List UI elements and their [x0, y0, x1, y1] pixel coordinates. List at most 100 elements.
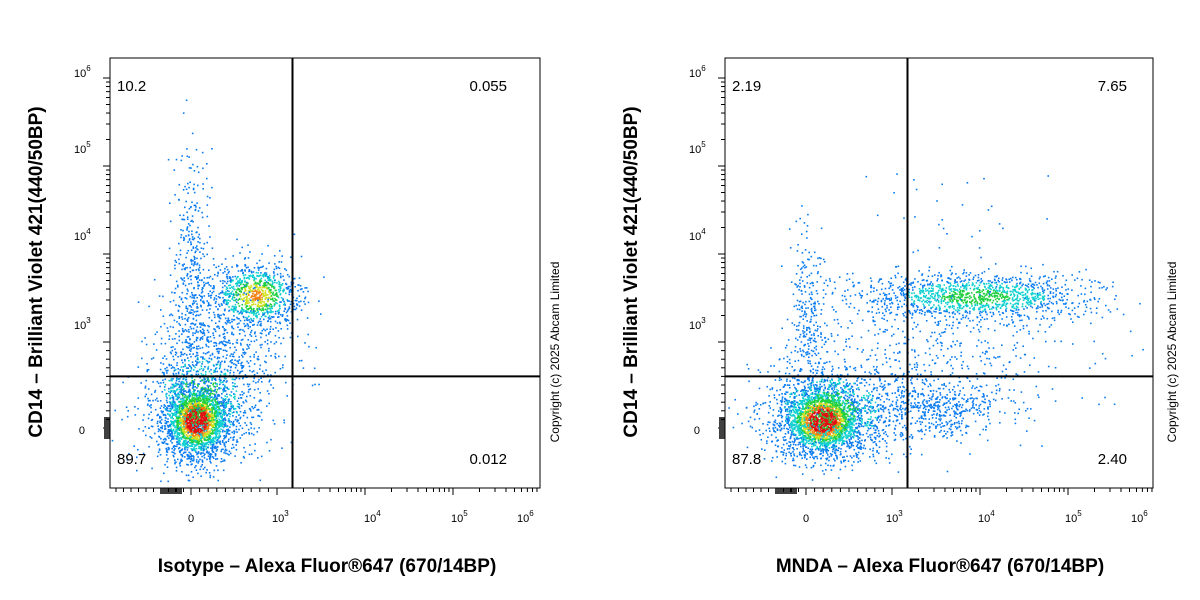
event-dot: [207, 416, 209, 418]
event-dot: [188, 345, 191, 347]
event-dot: [188, 342, 191, 345]
event-dot: [192, 264, 195, 267]
panel-1-dots: [111, 99, 325, 483]
event-dot: [235, 309, 237, 311]
event-dot: [251, 311, 253, 313]
event-dot: [275, 267, 278, 270]
event-dot: [218, 425, 220, 428]
event-dot: [214, 440, 216, 443]
event-dot: [189, 411, 192, 414]
event-dot: [254, 296, 257, 299]
event-dot: [238, 282, 240, 284]
event-dot: [204, 453, 206, 455]
event-dot: [198, 419, 201, 422]
event-dot: [256, 305, 259, 307]
event-dot: [264, 284, 267, 287]
event-dot: [189, 461, 192, 463]
event-dot: [181, 291, 184, 294]
event-dot: [165, 370, 168, 372]
event-dot: [297, 289, 299, 292]
event-dot: [257, 296, 259, 299]
event-dot: [195, 339, 198, 341]
event-dot: [225, 435, 227, 437]
event-dot: [166, 372, 168, 374]
event-dot: [122, 381, 124, 384]
event-dot: [207, 441, 210, 443]
event-dot: [223, 373, 225, 375]
event-dot: [186, 437, 188, 440]
event-dot: [175, 466, 178, 469]
event-dot: [180, 458, 182, 461]
event-dot: [183, 374, 185, 376]
event-dot: [254, 443, 256, 445]
event-dot: [193, 397, 195, 399]
event-dot: [261, 274, 264, 277]
event-dot: [167, 432, 170, 434]
event-dot: [187, 440, 189, 443]
event-dot: [213, 426, 216, 429]
event-dot: [230, 421, 232, 423]
event-dot: [191, 377, 193, 379]
event-dot: [256, 286, 259, 288]
event-dot: [186, 401, 188, 404]
event-dot: [270, 288, 272, 291]
event-dot: [191, 399, 193, 402]
event-dot: [216, 419, 218, 422]
event-dot: [252, 314, 255, 316]
event-dot: [280, 261, 283, 263]
event-dot: [213, 446, 216, 448]
event-dot: [220, 291, 223, 294]
event-dot: [247, 391, 250, 393]
event-dot: [238, 356, 240, 358]
event-dot: [195, 394, 197, 397]
event-dot: [192, 188, 195, 191]
event-dot: [184, 284, 187, 287]
event-dot: [273, 300, 276, 303]
event-dot: [268, 380, 271, 383]
event-dot: [191, 238, 194, 240]
event-dot: [207, 346, 210, 348]
event-dot: [181, 264, 184, 266]
event-dot: [181, 412, 184, 414]
event-dot: [208, 325, 210, 328]
event-dot: [290, 281, 293, 284]
event-dot: [256, 311, 258, 314]
event-dot: [204, 412, 207, 415]
event-dot: [273, 279, 276, 282]
event-dot: [195, 469, 198, 471]
event-dot: [271, 305, 274, 308]
event-dot: [220, 412, 223, 415]
event-dot: [237, 369, 239, 372]
event-dot: [180, 385, 182, 388]
event-dot: [300, 255, 303, 258]
event-dot: [240, 311, 242, 313]
event-dot: [239, 283, 242, 286]
event-dot: [174, 406, 176, 408]
event-dot: [200, 404, 203, 406]
event-dot: [208, 316, 211, 319]
event-dot: [263, 283, 265, 285]
event-dot: [137, 407, 139, 410]
event-dot: [210, 409, 212, 411]
event-dot: [200, 279, 203, 282]
event-dot: [149, 399, 151, 402]
event-dot: [259, 332, 262, 334]
event-dot: [236, 441, 239, 443]
event-dot: [221, 290, 224, 292]
event-dot: [223, 414, 226, 416]
event-dot: [259, 399, 261, 401]
event-dot: [238, 372, 241, 375]
event-dot: [232, 255, 234, 257]
event-dot: [255, 381, 257, 384]
event-dot: [206, 300, 208, 302]
event-dot: [282, 314, 284, 316]
event-dot: [224, 267, 226, 270]
event-dot: [206, 195, 209, 198]
event-dot: [160, 362, 162, 364]
event-dot: [238, 285, 241, 287]
event-dot: [183, 382, 186, 385]
event-dot: [180, 229, 182, 231]
event-dot: [210, 422, 212, 425]
event-dot: [177, 396, 180, 398]
event-dot: [210, 340, 212, 343]
